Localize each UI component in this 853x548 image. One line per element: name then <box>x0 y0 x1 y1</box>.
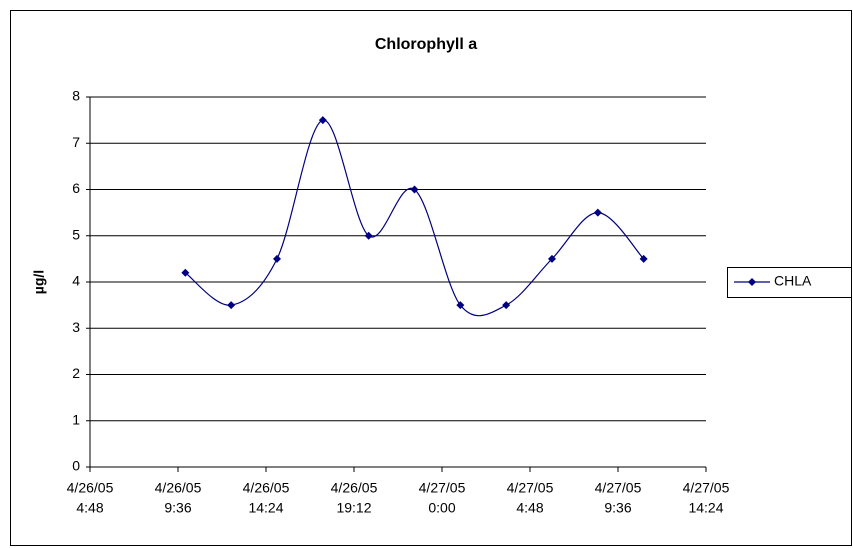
x-tick-label: 4/26/05 <box>67 480 114 496</box>
data-marker <box>181 268 190 277</box>
legend-label: CHLA <box>774 273 812 289</box>
data-marker <box>227 301 236 310</box>
chart-title: Chlorophyll a <box>375 36 477 53</box>
x-tick-label: 4:48 <box>76 500 103 516</box>
y-axis-label: µg/l <box>31 270 47 294</box>
x-tick-label: 4/27/05 <box>683 480 730 496</box>
data-marker <box>364 231 373 240</box>
x-tick-label: 9:36 <box>164 500 191 516</box>
x-tick-label: 4/26/05 <box>155 480 202 496</box>
y-tick-label: 1 <box>72 411 80 427</box>
x-tick-label: 4/27/05 <box>419 480 466 496</box>
x-tick-label: 4/26/05 <box>243 480 290 496</box>
data-marker <box>318 116 327 125</box>
y-tick-label: 0 <box>72 458 80 474</box>
legend-marker <box>748 278 756 286</box>
x-tick-label: 4/26/05 <box>331 480 378 496</box>
x-tick-label: 14:24 <box>688 500 723 516</box>
y-tick-label: 6 <box>72 180 80 196</box>
y-tick-label: 5 <box>72 226 80 242</box>
data-marker <box>548 254 556 263</box>
x-tick-label: 19:12 <box>336 500 371 516</box>
x-tick-label: 4/27/05 <box>507 480 554 496</box>
y-tick-label: 8 <box>72 88 80 104</box>
chart-border <box>10 10 852 546</box>
x-tick-label: 4/27/05 <box>595 480 642 496</box>
data-marker <box>273 254 281 263</box>
data-marker <box>456 301 465 310</box>
x-tick-label: 0:00 <box>428 500 455 516</box>
y-tick-label: 7 <box>72 134 80 150</box>
data-marker <box>639 254 648 263</box>
data-marker <box>502 301 511 310</box>
y-tick-label: 4 <box>72 273 80 289</box>
data-marker <box>593 208 602 217</box>
data-marker <box>410 185 419 194</box>
x-tick-label: 14:24 <box>248 500 283 516</box>
x-tick-label: 9:36 <box>604 500 631 516</box>
x-tick-label: 4:48 <box>516 500 543 516</box>
y-tick-label: 2 <box>72 365 80 381</box>
y-tick-label: 3 <box>72 319 80 335</box>
